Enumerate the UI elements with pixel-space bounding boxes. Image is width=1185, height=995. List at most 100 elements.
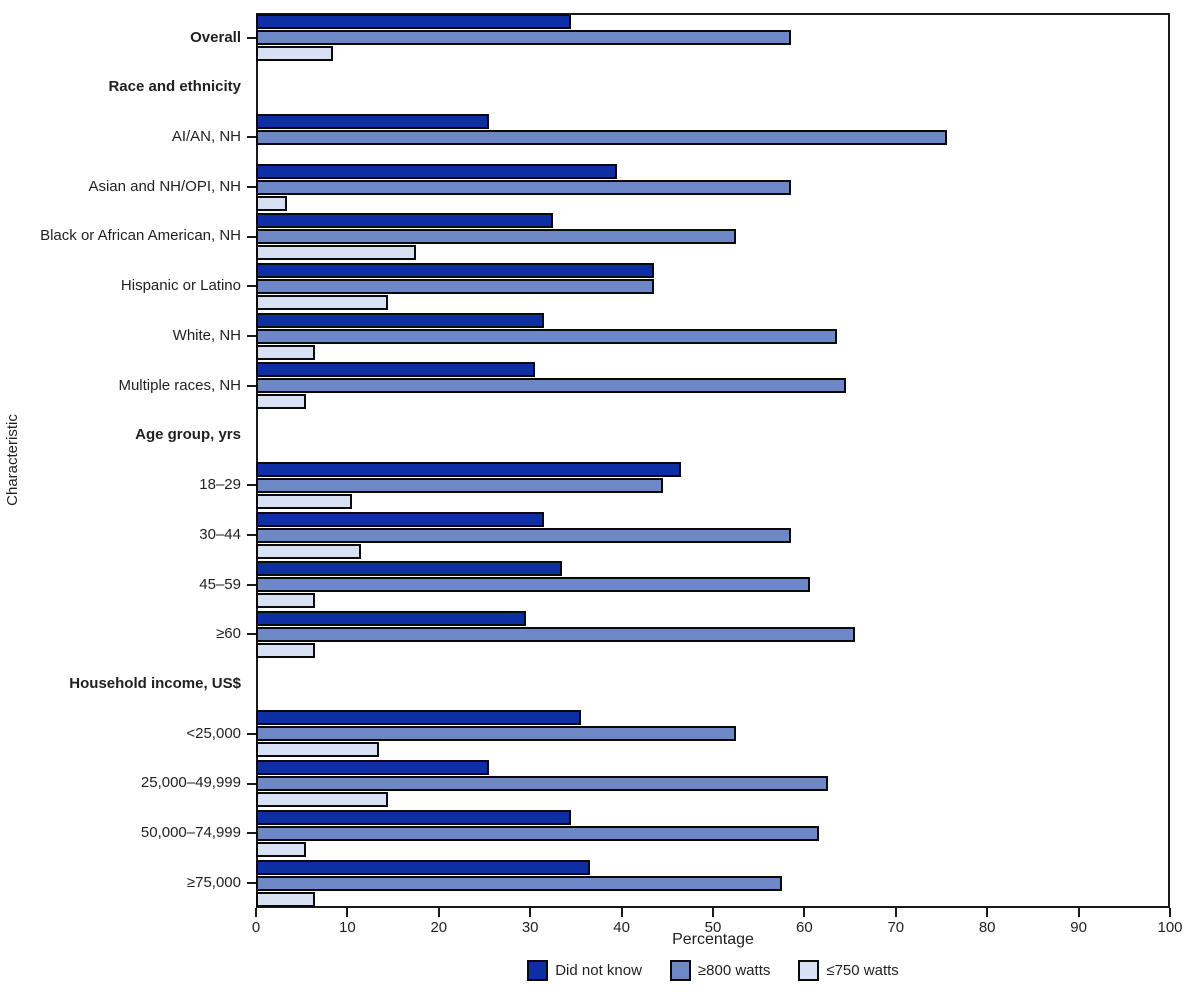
bar-group [247, 112, 1172, 162]
bar-did-not-know [256, 113, 489, 129]
legend-label-le-750-watts: ≤750 watts [826, 962, 899, 979]
x-axis-tick [712, 908, 714, 917]
category-label: 45–59 [199, 575, 241, 593]
bar-stack [256, 113, 1172, 161]
x-axis-ticks: 0 10 20 30 40 50 60 70 80 90 100 [252, 908, 1183, 942]
category-row: Hispanic or Latino [0, 262, 1172, 312]
bar-stack [256, 561, 1172, 609]
x-axis-tick [620, 908, 623, 917]
bar-ge-800-watts [256, 179, 792, 195]
y-axis-tick [247, 136, 256, 139]
x-axis-tick [437, 908, 440, 917]
bar-ge-800-watts [256, 229, 737, 245]
category-label: Overall [190, 28, 241, 46]
x-axis-tick [1077, 908, 1080, 917]
y-axis-tick [247, 285, 256, 288]
bar-ge-800-watts [256, 875, 783, 891]
x-axis-tick [986, 908, 989, 917]
bar-did-not-know [256, 262, 654, 278]
bar-group [247, 13, 1172, 63]
bar-le-750-watts [256, 245, 416, 261]
bar-le-750-watts [256, 394, 306, 410]
category-label: ≥60 [216, 625, 241, 643]
x-axis-tick-label: 20 [430, 919, 448, 936]
bar-stack [256, 213, 1172, 261]
rows: Overall Race and ethnicity AI/AN, NH Asian … [0, 13, 1172, 908]
section-header-row: Household income, US$ [0, 659, 1172, 709]
category-row: ≥75,000 [0, 858, 1172, 908]
bar-group [247, 361, 1172, 411]
bar-ge-800-watts [256, 776, 828, 792]
bar-stack [256, 362, 1172, 410]
legend-item-ge-800-watts: ≥800 watts [669, 960, 771, 981]
bar-le-750-watts [256, 792, 389, 808]
bar-did-not-know [256, 859, 590, 875]
legend-label-did-not-know: Did not know [555, 962, 642, 979]
bar-le-750-watts [256, 493, 352, 509]
category-label: Asian and NH/OPI, NH [88, 177, 241, 195]
category-row: Black or African American, NH [0, 212, 1172, 262]
x-axis-tick-label: 60 [796, 919, 813, 936]
category-row: Multiple races, NH [0, 361, 1172, 411]
section-header-label: Household income, US$ [69, 674, 241, 692]
y-axis-tick [247, 882, 256, 885]
bar-group [247, 809, 1172, 859]
category-label: 30–44 [199, 525, 241, 543]
bar-stack [256, 859, 1172, 907]
y-axis-tick [247, 782, 256, 785]
bar-did-not-know [256, 312, 544, 328]
bar-did-not-know [256, 461, 682, 477]
x-axis-tick [255, 908, 257, 917]
x-axis-tick-label: 90 [1070, 919, 1087, 936]
bar-group [247, 311, 1172, 361]
x-axis-tick [346, 908, 349, 917]
y-axis-tick [247, 484, 256, 487]
bar-stack [256, 14, 1172, 62]
x-axis-tick [529, 908, 532, 917]
bar-le-750-watts [256, 891, 315, 907]
legend: Did not know ≥800 watts ≤750 watts [256, 960, 1170, 981]
y-axis-tick [247, 186, 256, 189]
category-label: Black or African American, NH [40, 227, 241, 245]
y-axis-tick [247, 235, 256, 238]
legend-swatch-ge-800-watts [669, 960, 691, 981]
bar-stack [256, 511, 1172, 559]
bar-did-not-know [256, 362, 535, 378]
x-axis-tick-label: 30 [521, 919, 539, 936]
section-header-row: Age group, yrs [0, 411, 1172, 461]
category-label: AI/AN, NH [171, 128, 241, 146]
bar-group [256, 63, 1172, 113]
y-axis-tick [247, 36, 256, 39]
bar-le-750-watts [256, 642, 315, 658]
legend-label-ge-800-watts: ≥800 watts [697, 962, 771, 979]
bar-le-750-watts [256, 841, 306, 857]
bar-le-750-watts [256, 742, 380, 758]
category-label: Hispanic or Latino [120, 277, 241, 295]
x-axis-tick [894, 908, 897, 917]
bar-did-not-know [256, 760, 489, 776]
bar-ge-800-watts [256, 30, 792, 46]
bar-did-not-know [256, 511, 544, 527]
bar-stack [256, 461, 1172, 509]
category-label: 18–29 [199, 476, 241, 494]
x-axis-tick-label: 10 [339, 919, 356, 936]
bar-group [247, 560, 1172, 610]
y-axis-tick [247, 732, 256, 735]
category-row: ≥60 [0, 610, 1172, 660]
bar-ge-800-watts [256, 328, 838, 344]
category-row: 18–29 [0, 460, 1172, 510]
bar-did-not-know [256, 610, 526, 626]
x-axis-tick [803, 908, 806, 917]
bar-stack [256, 809, 1172, 857]
bar-ge-800-watts [256, 129, 947, 145]
y-axis-tick [247, 633, 256, 636]
x-axis-tick-label: 40 [613, 919, 630, 936]
bar-did-not-know [256, 14, 572, 30]
x-axis-tick-label: 70 [887, 919, 905, 936]
bar-ge-800-watts [256, 378, 847, 394]
category-row: 50,000–74,999 [0, 809, 1172, 859]
legend-swatch-did-not-know [527, 960, 549, 981]
bar-did-not-know [256, 561, 563, 577]
x-axis-tick-label: 50 [704, 919, 722, 936]
